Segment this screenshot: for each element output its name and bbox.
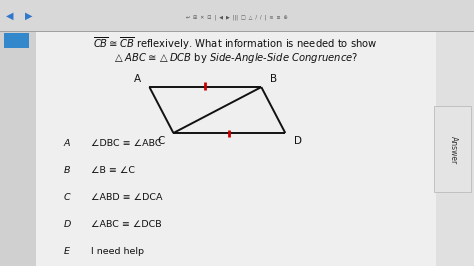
- Text: Answer: Answer: [449, 136, 458, 164]
- Text: ∠ABD ≡ ∠DCA: ∠ABD ≡ ∠DCA: [91, 193, 163, 202]
- Text: A: A: [64, 139, 70, 148]
- Text: ▶: ▶: [25, 11, 32, 21]
- Text: C: C: [64, 193, 70, 202]
- Text: ∠DBC ≡ ∠ABC: ∠DBC ≡ ∠ABC: [91, 139, 162, 148]
- Text: ∠ABC ≡ ∠DCB: ∠ABC ≡ ∠DCB: [91, 220, 162, 229]
- Text: ↩  ⊞  ✕  ⊡  |  ◀  ▶  |||  □  △  /  /  |  ≋  ≡  ⊕: ↩ ⊞ ✕ ⊡ | ◀ ▶ ||| □ △ / / | ≋ ≡ ⊕: [186, 15, 288, 20]
- Text: D: D: [294, 136, 302, 146]
- Text: ◀: ◀: [6, 11, 13, 21]
- Text: $\triangle ABC \cong \triangle DCB$ by $\mathit{Side}$-$\mathit{Angle}$-$\mathit: $\triangle ABC \cong \triangle DCB$ by $…: [113, 51, 358, 65]
- Text: A: A: [134, 74, 141, 85]
- Text: B: B: [270, 74, 277, 85]
- Text: E: E: [64, 247, 70, 256]
- Text: D: D: [64, 220, 71, 229]
- Text: I need help: I need help: [91, 247, 145, 256]
- Text: ∠B ≡ ∠C: ∠B ≡ ∠C: [91, 166, 136, 175]
- Text: $\overline{CB} \cong \overline{CB}$ reflexively. What information is needed to s: $\overline{CB} \cong \overline{CB}$ refl…: [93, 35, 378, 52]
- Text: B: B: [64, 166, 70, 175]
- Text: C: C: [157, 136, 164, 146]
